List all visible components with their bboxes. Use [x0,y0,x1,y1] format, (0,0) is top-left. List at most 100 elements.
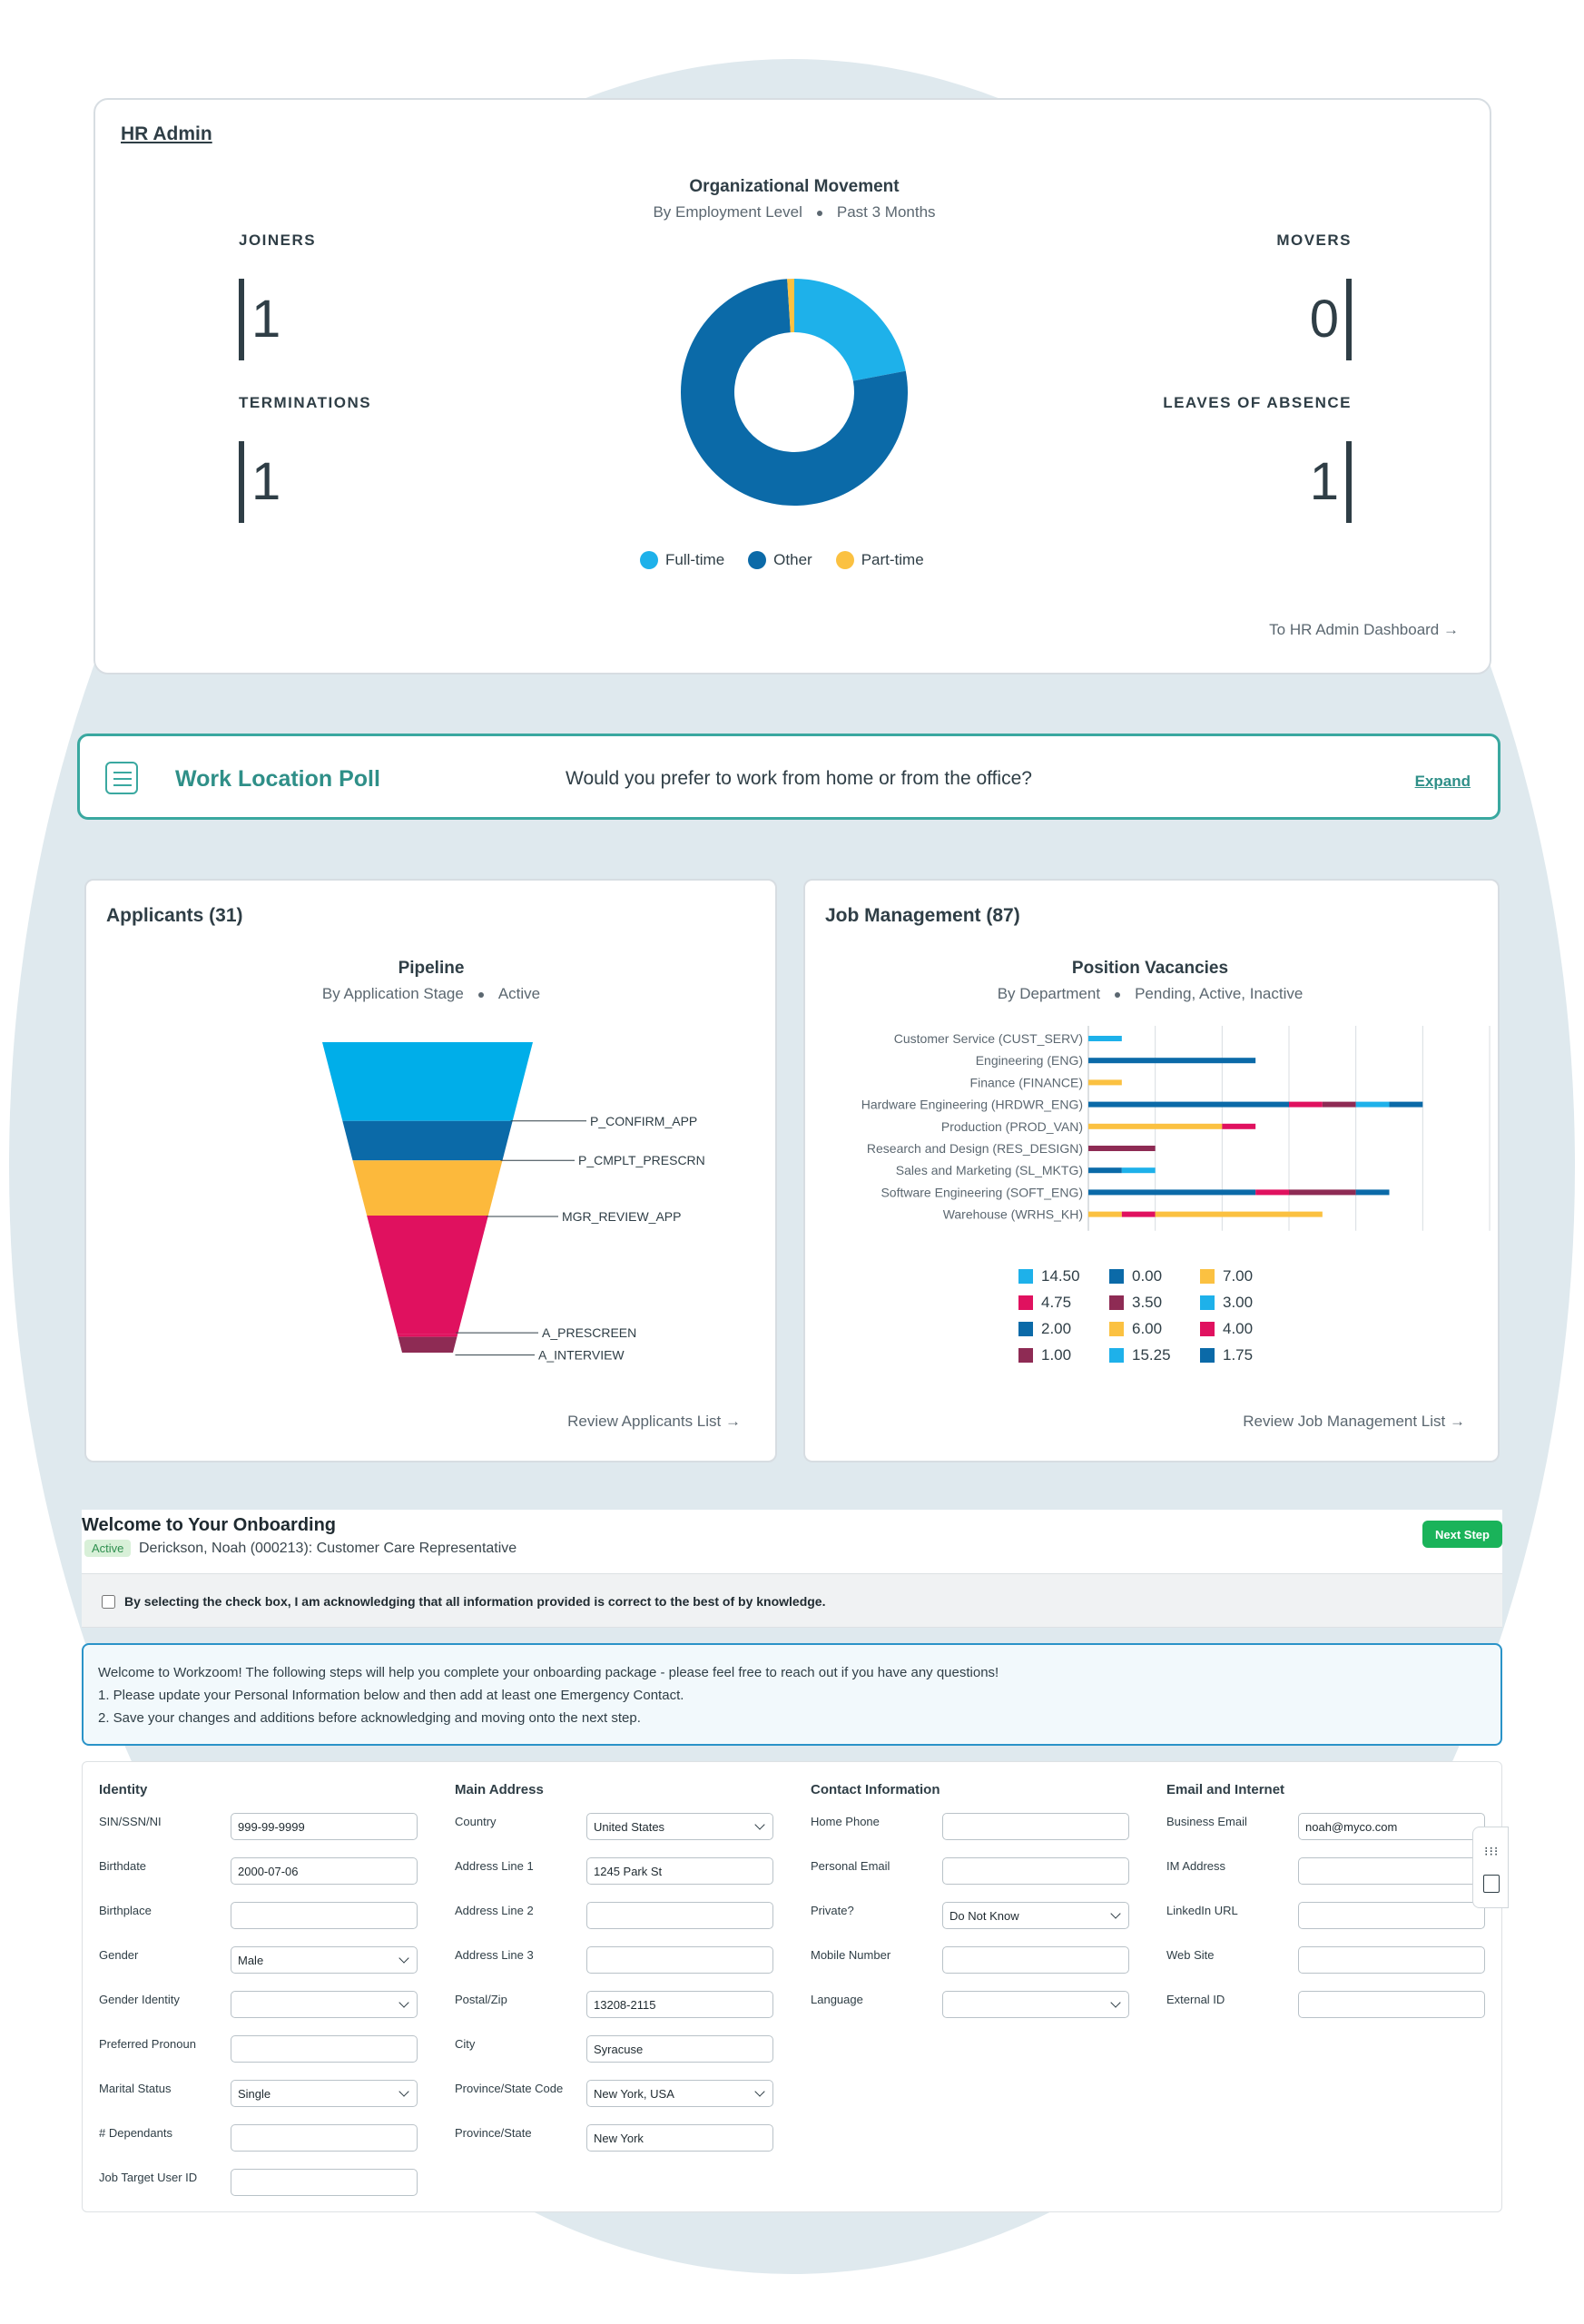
bar-segment[interactable] [1088,1036,1122,1041]
legend-label: 4.00 [1223,1320,1254,1337]
funnel-stage-mgr_review_app[interactable] [367,1215,488,1334]
acknowledge-checkbox[interactable] [102,1595,115,1609]
im-address-input[interactable] [1298,1857,1485,1885]
org-movement-title: Organizational Movement [689,177,900,196]
legend-item[interactable]: 15.25 [1109,1346,1200,1364]
field-label: Address Line 3 [455,1948,534,1962]
bar-segment[interactable] [1121,1167,1156,1174]
bar-segment[interactable] [1222,1123,1256,1129]
birthplace-input[interactable] [231,1902,418,1929]
notes-icon[interactable] [1483,1875,1500,1893]
funnel-stage-p_cmplt_prescrn[interactable] [352,1160,503,1216]
grid-dots-icon[interactable]: ⁝⁝⁝ [1484,1844,1500,1858]
welcome-line: Welcome to Workzoom! The following steps… [98,1665,999,1680]
legend-item[interactable]: 1.75 [1200,1346,1291,1364]
bar-segment[interactable] [1088,1123,1223,1129]
x-tick-label: 0 [1085,1241,1092,1244]
province-state-code-select[interactable]: New York, USA [586,2080,773,2107]
gender-identity-select[interactable] [231,1991,418,2018]
bar-segment[interactable] [1255,1189,1289,1196]
postal-zip-input[interactable]: 13208-2115 [586,1991,773,2018]
form-row: LinkedIn URL [1166,1902,1511,1946]
bar-segment[interactable] [1121,1211,1156,1217]
bar-segment[interactable] [1155,1211,1323,1217]
dependants-input[interactable] [231,2124,418,2152]
x-tick-label: 6 [1285,1241,1293,1244]
job-target-user-id-input[interactable] [231,2169,418,2196]
legend-item[interactable]: 0.00 [1109,1267,1200,1285]
onboarding-header: Welcome to Your Onboarding Active Derick… [82,1510,1502,1573]
bar-segment[interactable] [1088,1211,1122,1217]
funnel-stage-a_prescreen[interactable] [397,1334,458,1337]
bar-segment[interactable] [1088,1146,1156,1151]
legend-item[interactable]: 1.00 [1018,1346,1109,1364]
bar-segment[interactable] [1088,1101,1289,1108]
field-label: Gender [99,1948,139,1962]
legend-item[interactable]: 14.50 [1018,1267,1109,1285]
bar-segment[interactable] [1389,1101,1423,1108]
address-line-1-input[interactable]: 1245 Park St [586,1857,773,1885]
linkedin-url-input[interactable] [1298,1902,1485,1929]
bar-segment[interactable] [1289,1189,1356,1196]
bar-segment[interactable] [1088,1058,1256,1064]
legend-item[interactable]: 3.50 [1109,1294,1200,1312]
birthdate-input[interactable]: 2000-07-06 [231,1857,418,1885]
poll-expand-link[interactable]: Expand [1414,773,1471,790]
preferred-pronoun-input[interactable] [231,2035,418,2063]
marital-status-select[interactable]: Single [231,2080,418,2107]
legend-item[interactable]: 6.00 [1109,1320,1200,1338]
web-site-input[interactable] [1298,1946,1485,1974]
legend-item-full-time[interactable]: Full-time [640,551,724,569]
acknowledgement-row: By selecting the check box, I am acknowl… [82,1573,1502,1628]
review-applicants-link[interactable]: Review Applicants List → [567,1413,741,1430]
side-toolbar: ⁝⁝⁝ [1472,1827,1509,1908]
personal-email-input[interactable] [942,1857,1129,1885]
legend-item[interactable]: 3.00 [1200,1294,1291,1312]
bar-segment[interactable] [1088,1167,1122,1174]
review-job-management-link[interactable]: Review Job Management List → [1243,1413,1465,1430]
legend-item[interactable]: 7.00 [1200,1267,1291,1285]
funnel-stage-top[interactable] [322,1042,533,1121]
section-title: Email and Internet [1166,1782,1285,1797]
country-select[interactable]: United States [586,1813,773,1840]
funnel-stage-p_confirm_app[interactable] [342,1120,513,1161]
legend-item[interactable]: 4.75 [1018,1294,1109,1312]
bar-segment[interactable] [1355,1189,1390,1196]
bar-segment[interactable] [1088,1189,1256,1196]
city-input[interactable]: Syracuse [586,2035,773,2063]
donut-slice-full-time[interactable] [794,279,906,381]
home-phone-input[interactable] [942,1813,1129,1840]
legend-swatch [1109,1322,1124,1336]
donut-slice-other[interactable] [681,279,908,506]
external-id-input[interactable] [1298,1991,1485,2018]
form-row: Marital Status Single [99,2080,444,2124]
form-row: Birthdate 2000-07-06 [99,1857,444,1902]
language-select[interactable] [942,1991,1129,2018]
mobile-number-input[interactable] [942,1946,1129,1974]
field-label: Web Site [1166,1948,1215,1962]
bar-segment[interactable] [1088,1079,1122,1086]
legend-item[interactable]: 4.00 [1200,1320,1291,1338]
next-step-button[interactable]: Next Step [1422,1521,1502,1548]
bar-segment[interactable] [1355,1101,1390,1108]
bar-segment[interactable] [1289,1101,1323,1108]
hr-admin-title[interactable]: HR Admin [121,123,212,144]
gender-select[interactable]: Male [231,1946,418,1974]
legend-item-part-time[interactable]: Part-time [835,551,924,569]
address-line-3-input[interactable] [586,1946,773,1974]
hr-admin-dashboard-link[interactable]: To HR Admin Dashboard → [1269,621,1459,638]
field-label: Province/State Code [455,2082,564,2095]
legend-item[interactable]: 2.00 [1018,1320,1109,1338]
bar-segment[interactable] [1322,1101,1356,1108]
funnel-stage-a_interview[interactable] [398,1336,457,1353]
legend-item-other[interactable]: Other [748,551,812,569]
donut-slice-part-time[interactable] [787,279,794,333]
form-row: Home Phone [811,1813,1156,1857]
sin-ssn-ni-input[interactable]: 999-99-9999 [231,1813,418,1840]
business-email-input[interactable]: noah@myco.com [1298,1813,1485,1840]
private-select[interactable]: Do Not Know [942,1902,1129,1929]
legend-swatch [1109,1348,1124,1363]
form-row: Gender Male [99,1946,444,1991]
address-line-2-input[interactable] [586,1902,773,1929]
province-state-input[interactable]: New York [586,2124,773,2152]
